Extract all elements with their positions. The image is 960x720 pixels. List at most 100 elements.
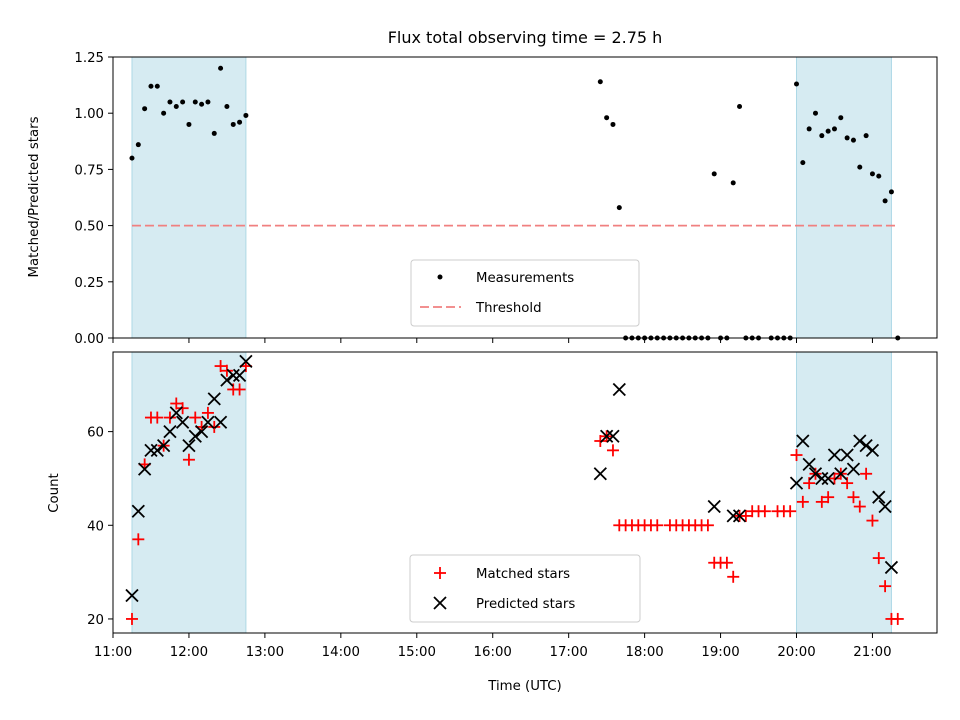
matched-star-point (790, 449, 803, 462)
measurement-point (211, 130, 217, 136)
matched-star-point (606, 444, 619, 457)
predicted-star-point (606, 429, 620, 443)
predicted-star-point (859, 439, 873, 453)
measurement-point (857, 164, 863, 170)
bottom-shaded-region-1 (796, 351, 892, 634)
matched-star-point (853, 500, 866, 513)
predicted-star-point (600, 429, 614, 443)
measurement-point (831, 126, 837, 132)
predicted-star-point (163, 424, 177, 439)
predicted-star-point (834, 467, 848, 481)
x-tick-label: 20:00 (777, 645, 815, 660)
predicted-star-point (144, 443, 158, 457)
predicted-star-point (707, 499, 721, 514)
x-tick-label: 21:00 (853, 645, 891, 660)
measurement-point (192, 99, 198, 105)
bottom-y-tick-label: 60 (87, 426, 104, 441)
measurement-point (812, 110, 818, 116)
measurement-point (711, 171, 717, 177)
bottom-shaded-region-0 (131, 351, 247, 634)
bottom-y-axis-label: Count (47, 473, 62, 513)
predicted-star-point (226, 368, 240, 383)
legend-label-measurements: Measurements (476, 271, 574, 286)
top-x-axis-ticks (112, 338, 873, 343)
measurement-point (863, 133, 869, 139)
bottom-plot-frame (112, 351, 938, 634)
matched-star-point (784, 505, 797, 518)
predicted-star-point (872, 490, 886, 504)
top-panel: 0.00 0.25 0.50 0.75 1.00 1.25 Matched/Predict… (27, 51, 938, 347)
predicted-star-point (846, 462, 861, 476)
top-shaded-region-1 (796, 56, 892, 339)
x-tick-label: 15:00 (398, 645, 436, 660)
matched-star-point (860, 467, 873, 480)
matched-star-point (872, 552, 885, 565)
matched-star-point (170, 397, 183, 410)
bottom-y-axis-ticks: 20 40 60 (87, 426, 113, 628)
predicted-star-point (789, 476, 804, 490)
predicted-star-point (175, 415, 190, 429)
matched-star-point (125, 612, 138, 625)
predicted-star-point (796, 434, 810, 448)
measurement-point (838, 115, 844, 121)
measurement-point (230, 121, 236, 127)
bottom-shaded-regions (131, 351, 892, 634)
top-plot-frame (112, 56, 938, 339)
x-tick-label: 11:00 (94, 645, 132, 660)
matched-star-point (182, 453, 195, 466)
predicted-star-point (853, 434, 867, 448)
matched-star-point (727, 570, 740, 583)
measurement-point (167, 99, 173, 105)
measurement-point (869, 171, 875, 177)
matched-star-point (758, 505, 771, 518)
predicted-star-points (125, 354, 899, 603)
measurement-point (604, 115, 610, 121)
x-tick-label: 12:00 (170, 645, 208, 660)
matched-star-point (847, 491, 860, 504)
matched-star-point (796, 495, 809, 508)
predicted-star-point (131, 504, 145, 518)
measurement-point (218, 65, 224, 71)
measurement-point (737, 103, 743, 109)
matched-star-point (233, 383, 246, 396)
top-y-axis-label: Matched/Predicted stars (27, 116, 42, 277)
matched-star-point (201, 406, 214, 419)
matched-star-point (214, 360, 227, 373)
matched-star-point (828, 472, 841, 485)
predicted-star-point (815, 471, 829, 486)
matched-star-point (822, 491, 835, 504)
predicted-star-point (239, 354, 253, 369)
predicted-star-point (156, 439, 171, 453)
predicted-star-point (808, 467, 823, 481)
bottom-x-axis-ticks: 11:00 12:00 13:00 14:00 15:00 16:00 17:00 18:00… (94, 633, 892, 660)
measurement-point (199, 101, 205, 107)
legend-label-matched-stars: Matched stars (476, 567, 570, 582)
matched-star-point (176, 402, 189, 415)
bottom-legend: Matched stars Predicted stars (409, 554, 641, 623)
legend-marker-predicted-stars (433, 596, 447, 610)
predicted-star-point (213, 415, 228, 429)
measurement-point (794, 81, 800, 87)
top-y-tick-label: 0.50 (74, 220, 104, 235)
predicted-star-point (169, 406, 183, 420)
legend-marker-matched-stars (434, 567, 446, 579)
x-tick-label: 16:00 (474, 645, 512, 660)
predicted-star-point (732, 509, 747, 523)
predicted-star-point (612, 382, 626, 397)
measurement-point (186, 121, 192, 127)
predicted-star-point (201, 415, 215, 429)
measurement-point (825, 128, 831, 134)
top-y-axis-ticks: 0.00 0.25 0.50 0.75 1.00 1.25 (74, 51, 113, 347)
predicted-star-point (865, 443, 880, 457)
predicted-star-point (188, 429, 202, 443)
measurement-point (610, 121, 616, 127)
measurement-point (205, 99, 211, 105)
measurement-point (148, 83, 154, 89)
matched-star-point (651, 519, 664, 532)
measurement-point (237, 119, 243, 125)
measurement-point (173, 103, 179, 109)
x-tick-label: 19:00 (701, 645, 739, 660)
measurement-point (850, 137, 856, 143)
matched-star-point (879, 580, 892, 593)
